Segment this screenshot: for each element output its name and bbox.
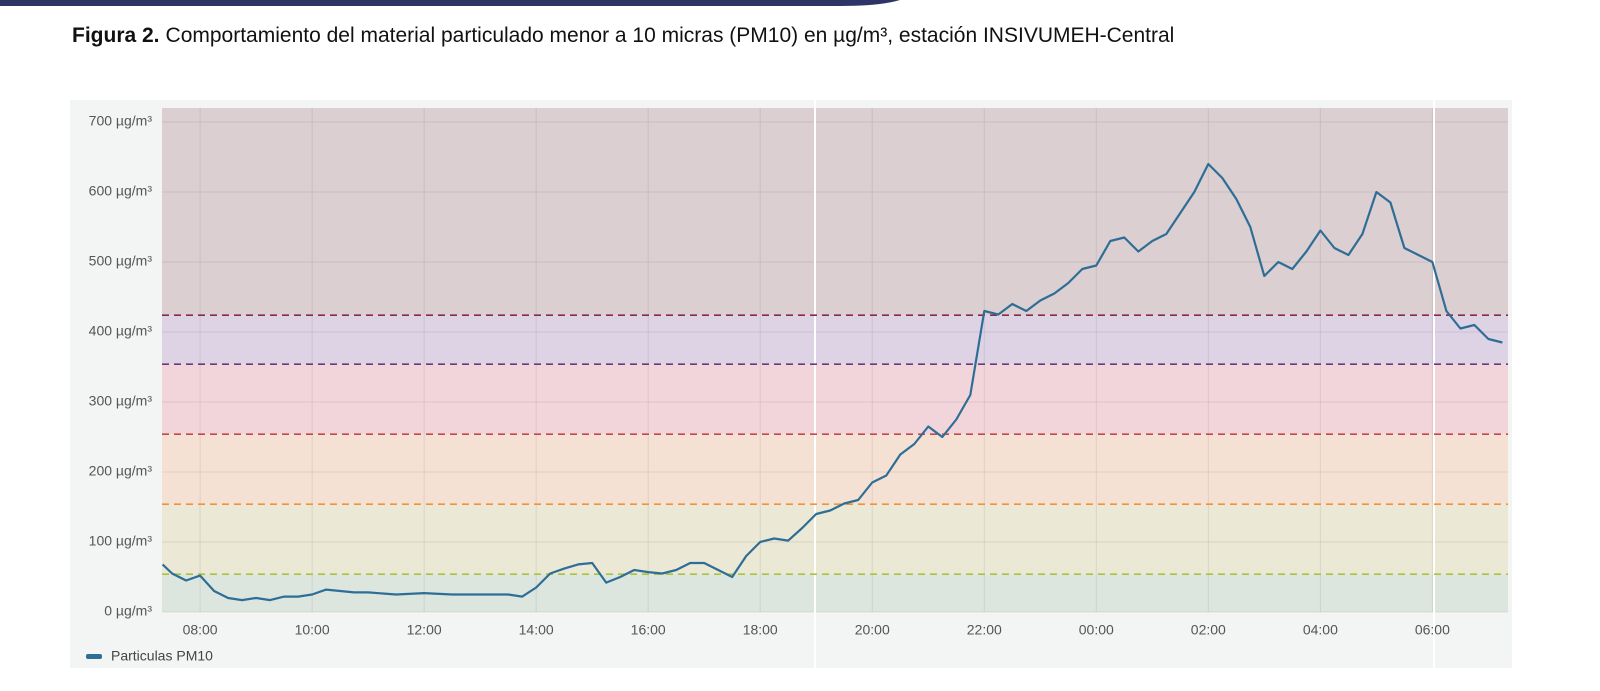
y-tick-label: 700 µg/m³ <box>89 113 153 129</box>
plot <box>162 108 1508 613</box>
y-tick-label: 200 µg/m³ <box>89 463 153 479</box>
title-text: Comportamiento del material particulado … <box>166 24 1175 47</box>
x-tick-label: 08:00 <box>183 622 218 638</box>
y-tick-label: 0 µg/m³ <box>104 603 152 619</box>
x-tick-label: 14:00 <box>519 622 554 638</box>
y-tick-label: 600 µg/m³ <box>89 183 153 199</box>
x-tick-label: 06:00 <box>1415 622 1450 638</box>
legend-swatch <box>86 654 102 659</box>
x-tick-label: 00:00 <box>1079 622 1114 638</box>
legend-label: Particulas PM10 <box>111 648 213 664</box>
x-tick-label: 12:00 <box>407 622 442 638</box>
figure-title: Figura 2. Comportamiento del material par… <box>72 24 1174 47</box>
threshold-band <box>162 364 1508 435</box>
x-tick-label: 04:00 <box>1303 622 1338 638</box>
x-tick-label: 16:00 <box>631 622 666 638</box>
threshold-band <box>162 108 1508 316</box>
x-tick-label: 02:00 <box>1191 622 1226 638</box>
x-tick-label: 20:00 <box>855 622 890 638</box>
overlay <box>161 162 1508 602</box>
threshold-band <box>162 434 1508 505</box>
x-tick-label: 22:00 <box>967 622 1002 638</box>
y-tick-label: 100 µg/m³ <box>89 533 153 549</box>
data-line <box>161 162 1503 602</box>
y-tick-label: 300 µg/m³ <box>89 393 153 409</box>
x-tick-label: 10:00 <box>295 622 330 638</box>
threshold-band <box>162 315 1508 365</box>
header-bar <box>0 0 900 6</box>
threshold-band <box>162 504 1508 575</box>
figure-number: Figura 2. <box>72 24 160 47</box>
y-tick-label: 500 µg/m³ <box>89 253 153 269</box>
x-tick-label: 18:00 <box>743 622 778 638</box>
y-tick-label: 400 µg/m³ <box>89 323 153 339</box>
